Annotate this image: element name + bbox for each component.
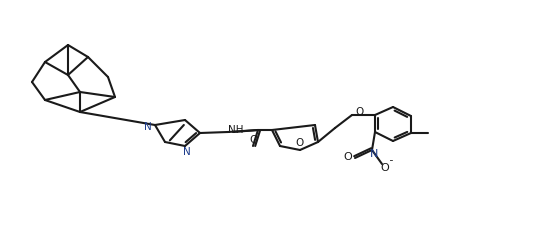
Text: O: O: [355, 107, 363, 117]
Text: N: N: [370, 149, 378, 159]
Text: O: O: [344, 152, 352, 162]
Text: O: O: [249, 135, 257, 145]
Text: O: O: [296, 138, 304, 148]
Text: N: N: [144, 122, 152, 132]
Text: O: O: [381, 163, 390, 173]
Text: NH: NH: [228, 125, 244, 135]
Text: ¯: ¯: [389, 160, 394, 170]
Text: N: N: [183, 147, 191, 157]
